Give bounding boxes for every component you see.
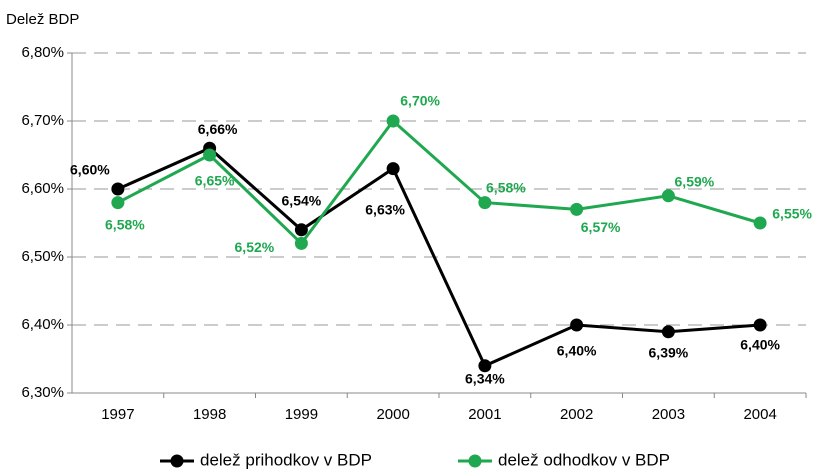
legend-marker (468, 454, 482, 468)
point (111, 182, 125, 196)
series-line (117, 118, 761, 246)
y-tick-label: 6,30% (21, 384, 64, 401)
data-label: 6,66% (198, 121, 238, 137)
x-tick-label: 2001 (468, 406, 501, 423)
x-tick-label: 1997 (101, 406, 134, 423)
point (570, 202, 584, 216)
data-label: 6,34% (465, 371, 505, 387)
y-axis-label: Delež BDP (6, 11, 79, 28)
point (478, 196, 492, 210)
point (661, 189, 675, 203)
y-tick-label: 6,80% (21, 44, 64, 61)
point (386, 114, 400, 128)
point (386, 162, 400, 176)
legend-label: delež prihodkov v BDP (200, 450, 372, 469)
y-tick-label: 6,50% (21, 248, 64, 265)
y-tick-label: 6,60% (21, 180, 64, 197)
point (661, 325, 675, 339)
data-label: 6,52% (235, 239, 275, 255)
series-line (117, 146, 761, 368)
y-tick-label: 6,70% (21, 112, 64, 129)
point (294, 223, 308, 237)
x-tick-label: 2003 (652, 406, 685, 423)
point (753, 216, 767, 230)
data-label: 6,63% (365, 201, 405, 217)
y-tick-label: 6,40% (21, 316, 64, 333)
point (203, 148, 217, 162)
data-label: 6,65% (195, 173, 235, 189)
x-tick-label: 1998 (193, 406, 226, 423)
data-label: 6,59% (675, 174, 715, 190)
data-label: 6,40% (740, 337, 780, 353)
data-label: 6,57% (581, 219, 621, 235)
legend-label: delež odhodkov v BDP (498, 450, 670, 469)
point (753, 318, 767, 332)
data-label: 6,54% (282, 193, 322, 209)
data-label: 6,60% (70, 162, 110, 178)
data-label: 6,58% (486, 179, 526, 195)
legend-marker (170, 454, 184, 468)
x-tick-label: 2002 (560, 406, 593, 423)
data-label: 6,70% (400, 93, 440, 109)
data-label: 6,40% (557, 343, 597, 359)
x-tick-label: 1999 (285, 406, 318, 423)
point (111, 196, 125, 210)
data-label: 6,58% (105, 216, 145, 232)
data-label: 6,55% (772, 206, 812, 222)
point (294, 236, 308, 250)
data-label: 6,39% (649, 345, 689, 361)
x-tick-label: 2004 (743, 406, 776, 423)
point (570, 318, 584, 332)
point (478, 359, 492, 373)
x-tick-label: 2000 (376, 406, 409, 423)
